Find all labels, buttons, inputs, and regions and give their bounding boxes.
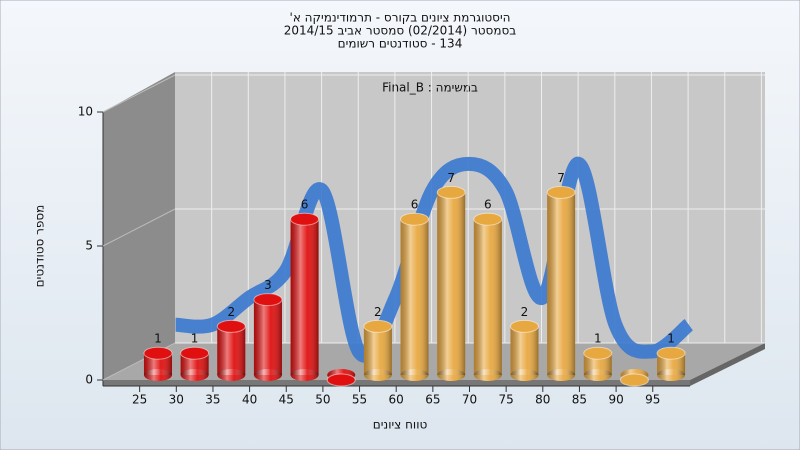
- grid-line: [102, 208, 176, 247]
- bar: [253, 293, 283, 381]
- back-wall: [175, 72, 765, 343]
- data-label: 6: [411, 198, 419, 212]
- bar-part: [510, 326, 539, 375]
- bar-part: [437, 192, 466, 375]
- data-label: 1: [594, 332, 602, 346]
- bar: [509, 319, 539, 381]
- y-tick-label: 10: [78, 105, 93, 119]
- bar-part: [216, 319, 246, 333]
- bar-part: [253, 293, 283, 307]
- x-tick-label: 50: [315, 393, 330, 407]
- data-label: 6: [301, 198, 309, 212]
- bar: [326, 369, 356, 387]
- x-tick-label: 35: [205, 393, 220, 407]
- bar-part: [217, 369, 246, 381]
- title: בסמסטר (02/2014) סמסטר אביב 2014/15: [284, 24, 516, 38]
- bar: [619, 369, 649, 387]
- x-tick-label: 80: [535, 393, 550, 407]
- x-tick-label: 25: [132, 393, 147, 407]
- bar-part: [363, 369, 392, 381]
- bar-part: [547, 192, 576, 375]
- annotation: במשימה : Final_B: [382, 81, 478, 95]
- bar-part: [290, 219, 319, 375]
- bar-part: [180, 346, 210, 360]
- x-tick-label: 75: [499, 393, 514, 407]
- bar: [400, 212, 430, 381]
- x-tick-label: 40: [242, 393, 257, 407]
- bar-part: [547, 369, 576, 381]
- bar: [656, 346, 686, 381]
- y-axis-label: מספר סטודנטים: [33, 205, 47, 288]
- x-tick-label: 70: [462, 393, 477, 407]
- bar: [180, 346, 210, 381]
- data-label: 2: [521, 305, 529, 319]
- data-label: 7: [557, 171, 565, 185]
- data-label: 6: [484, 198, 492, 212]
- bar: [290, 212, 320, 381]
- x-axis-label: טווח ציונים: [373, 418, 428, 432]
- bar-part: [510, 369, 539, 381]
- left-wall: [103, 72, 175, 380]
- bar-part: [290, 369, 319, 381]
- bar: [473, 212, 503, 381]
- bar-part: [583, 346, 613, 360]
- x-tick-label: 95: [645, 393, 660, 407]
- x-tick-label: 30: [169, 393, 184, 407]
- title: 134 - סטודנטים רשומים: [338, 37, 463, 51]
- data-label: 1: [154, 332, 162, 346]
- bar-part: [143, 369, 172, 381]
- bar-part: [546, 185, 576, 199]
- data-label: 7: [447, 171, 455, 185]
- x-tick-label: 55: [352, 393, 367, 407]
- bar-part: [400, 219, 429, 375]
- bar: [436, 185, 466, 381]
- y-tick-label: 5: [85, 239, 93, 253]
- bar-part: [437, 369, 466, 381]
- line: [175, 156, 694, 363]
- bar-part: [253, 369, 282, 381]
- bar: [216, 319, 246, 381]
- bar-part: [326, 373, 356, 387]
- data-label: 1: [191, 332, 199, 346]
- x-tick-label: 45: [279, 393, 294, 407]
- bar-part: [473, 219, 502, 375]
- floor-edge: [103, 380, 690, 386]
- bar-part: [400, 369, 429, 381]
- x-tick-label: 85: [572, 393, 587, 407]
- bar-part: [473, 369, 502, 381]
- floor-side: [690, 343, 765, 386]
- grid-line: [102, 74, 176, 113]
- y-tick-label: 0: [85, 373, 93, 387]
- bar-part: [143, 346, 173, 360]
- bar-part: [657, 369, 686, 381]
- bar: [546, 185, 576, 381]
- bar-part: [619, 373, 649, 387]
- data-label: 1: [667, 332, 675, 346]
- bar: [583, 346, 613, 381]
- bar-part: [290, 212, 320, 226]
- x-tick-label: 60: [389, 393, 404, 407]
- title-block: היסטוגרמת ציונים בקורס - תרמודינמיקה א' …: [284, 11, 516, 51]
- data-label: 3: [264, 278, 272, 292]
- bar-part: [473, 212, 503, 226]
- x-tick-label: 90: [608, 393, 623, 407]
- bar-part: [400, 212, 430, 226]
- data-label: 2: [374, 305, 382, 319]
- x-tick-label: 65: [425, 393, 440, 407]
- bar-part: [436, 185, 466, 199]
- bar-part: [363, 319, 393, 333]
- bar-part: [363, 326, 392, 375]
- title: היסטוגרמת ציונים בקורס - תרמודינמיקה א': [290, 11, 511, 25]
- bar-part: [217, 326, 246, 375]
- bar-part: [656, 346, 686, 360]
- data-label: 2: [227, 305, 235, 319]
- bar-part: [509, 319, 539, 333]
- bar-part: [253, 299, 282, 375]
- bar-part: [180, 369, 209, 381]
- bar: [363, 319, 393, 381]
- bar-part: [583, 369, 612, 381]
- bar: [143, 346, 173, 381]
